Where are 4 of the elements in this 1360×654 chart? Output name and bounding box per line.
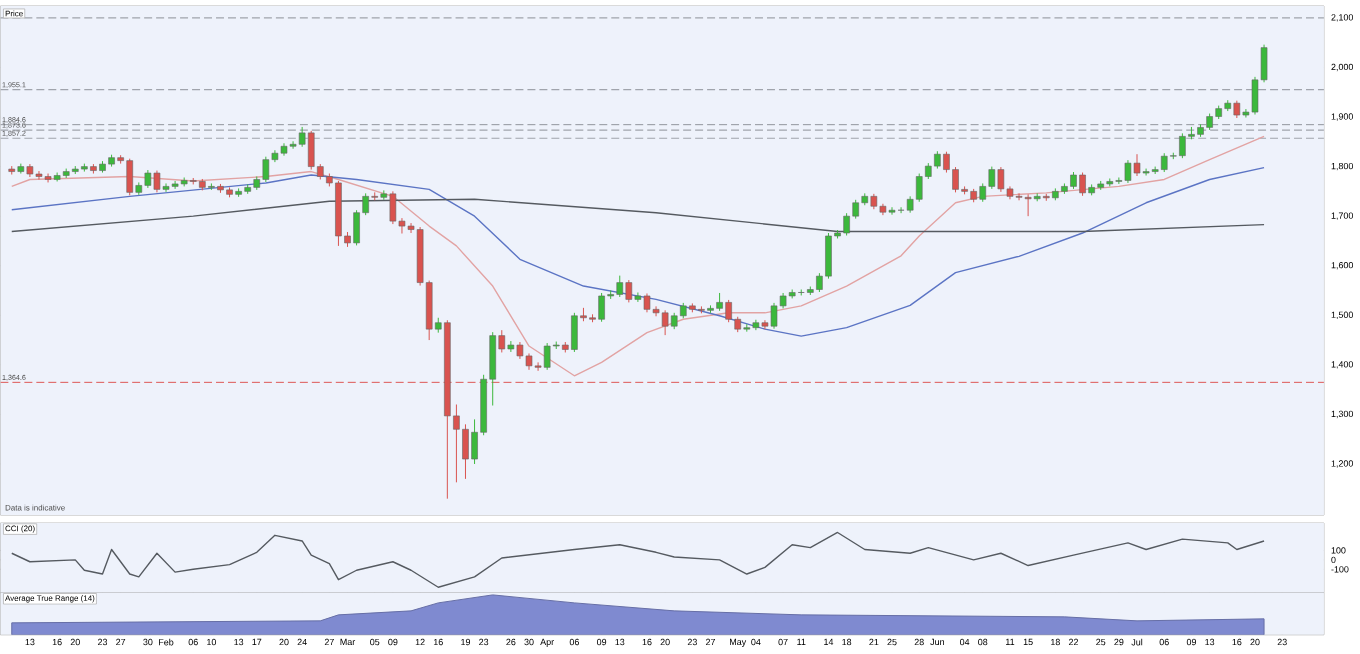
- line-series: [11, 135, 1265, 377]
- line-series: [11, 198, 1265, 233]
- line-series: [11, 167, 1265, 338]
- line-series: [11, 532, 1265, 589]
